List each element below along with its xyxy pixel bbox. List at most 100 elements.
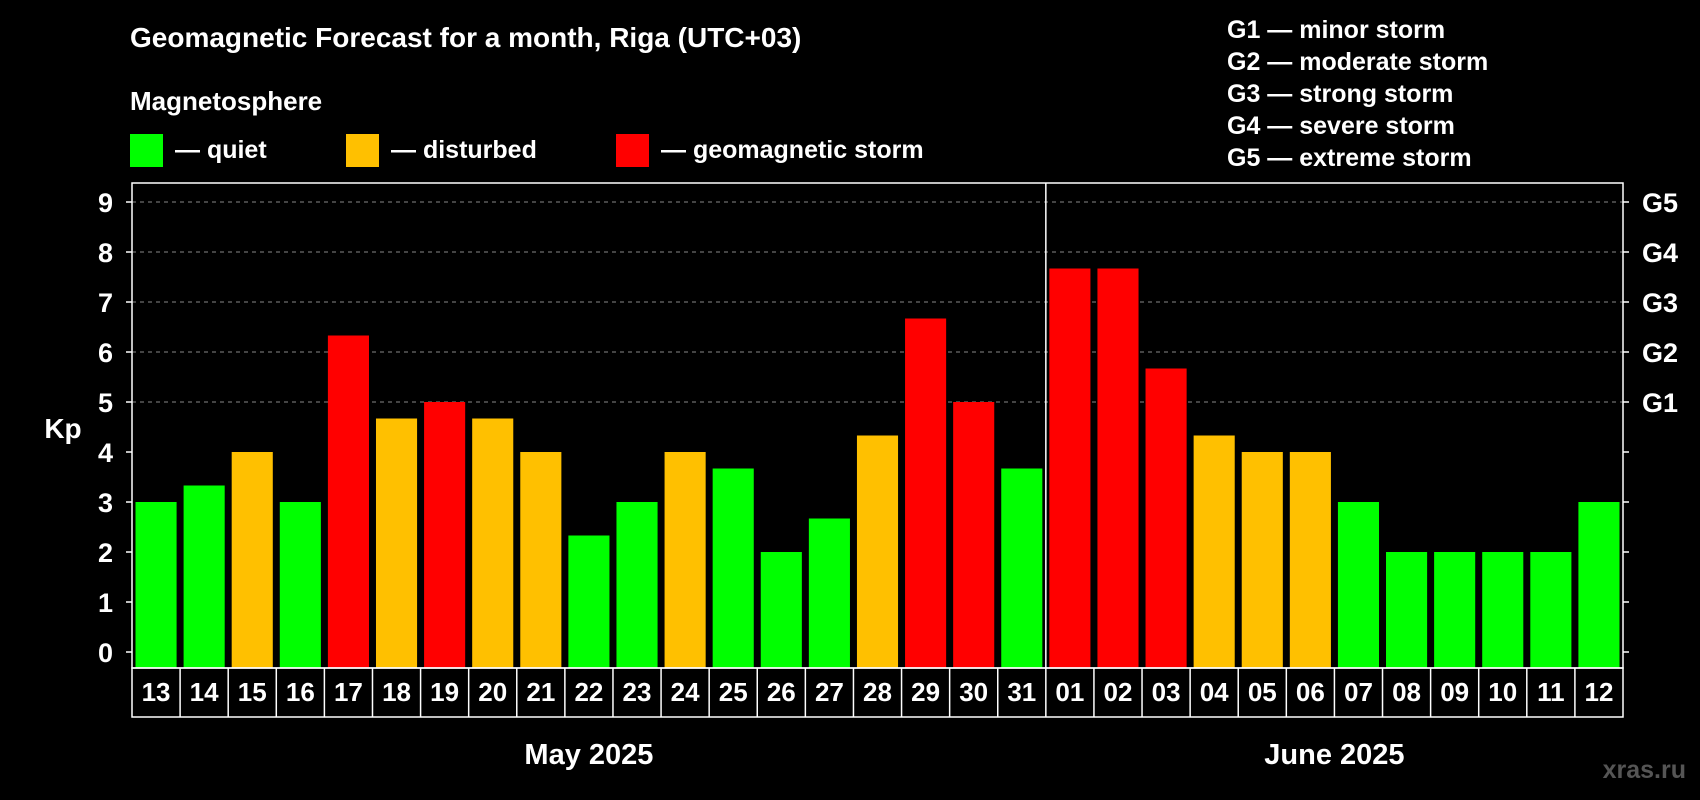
right-axis-label-g2: G2	[1642, 338, 1678, 368]
y-tick-label: 7	[98, 288, 113, 318]
date-label-14: 14	[190, 677, 219, 707]
y-tick-label: 5	[98, 388, 113, 418]
storm-level-g5: G5 — extreme storm	[1227, 144, 1472, 172]
disturbed-swatch	[346, 133, 379, 167]
bar-23	[616, 502, 658, 668]
date-label-28: 28	[863, 677, 892, 707]
bar-25	[712, 468, 754, 668]
bar-31	[1001, 468, 1043, 668]
storm-level-g3: G3 — strong storm	[1227, 80, 1454, 108]
date-label-23: 23	[623, 677, 652, 707]
date-label-07: 07	[1344, 677, 1373, 707]
storm-level-legend: G1 — minor storm G2 — moderate storm G3 …	[1227, 14, 1488, 174]
legend-label-storm: — geomagnetic storm	[661, 135, 924, 164]
date-label-02: 02	[1104, 677, 1133, 707]
month-label: June 2025	[1264, 739, 1404, 771]
magnetosphere-legend-title: Magnetosphere	[130, 86, 323, 116]
bar-17	[327, 335, 369, 668]
bar-19	[424, 402, 466, 668]
date-label-31: 31	[1007, 677, 1036, 707]
date-label-19: 19	[430, 677, 459, 707]
date-label-11: 11	[1537, 677, 1565, 707]
watermark: xras.ru	[1602, 756, 1686, 784]
date-label-18: 18	[382, 677, 411, 707]
date-label-01: 01	[1055, 677, 1084, 707]
bar-05	[1241, 452, 1283, 668]
bar-04	[1193, 435, 1235, 668]
right-axis-label-g3: G3	[1642, 288, 1678, 318]
bar-13	[135, 502, 177, 668]
date-label-30: 30	[959, 677, 988, 707]
storm-level-g2: G2 — moderate storm	[1227, 48, 1489, 76]
y-tick-label: 3	[98, 488, 113, 518]
y-tick-label: 9	[98, 188, 113, 218]
bar-21	[520, 452, 562, 668]
bar-02	[1097, 268, 1139, 668]
date-label-10: 10	[1488, 677, 1517, 707]
y-tick-label: 2	[98, 538, 113, 568]
right-axis-label-g5: G5	[1642, 188, 1678, 218]
bar-20	[472, 418, 514, 668]
legend-item-quiet: — quiet	[130, 133, 267, 167]
y-tick-label: 0	[98, 638, 113, 668]
y-tick-label: 6	[98, 338, 113, 368]
bar-30	[953, 402, 995, 668]
storm-swatch	[616, 133, 649, 167]
date-label-13: 13	[142, 677, 171, 707]
date-label-25: 25	[719, 677, 748, 707]
date-label-15: 15	[238, 677, 267, 707]
date-label-29: 29	[911, 677, 940, 707]
y-axis-label: Kp	[44, 413, 81, 444]
bar-28	[856, 435, 899, 668]
bar-09	[1434, 552, 1476, 668]
bar-26	[760, 552, 802, 668]
bar-14	[183, 485, 225, 668]
date-label-09: 09	[1440, 677, 1469, 707]
date-label-05: 05	[1248, 677, 1277, 707]
legend-label-disturbed: — disturbed	[391, 135, 537, 164]
bar-22	[568, 535, 610, 668]
bar-24	[664, 452, 706, 668]
bar-27	[808, 518, 850, 668]
month-label: May 2025	[524, 739, 653, 771]
bar-06	[1289, 452, 1331, 668]
bar-08	[1386, 552, 1428, 668]
date-label-17: 17	[334, 677, 363, 707]
date-label-27: 27	[815, 677, 844, 707]
y-tick-label: 4	[98, 438, 113, 468]
date-label-22: 22	[574, 677, 603, 707]
quiet-swatch	[130, 133, 163, 167]
date-label-03: 03	[1152, 677, 1181, 707]
bar-18	[375, 418, 418, 668]
date-label-04: 04	[1200, 677, 1229, 707]
date-axis-frame	[131, 667, 1624, 718]
right-axis-label-g1: G1	[1642, 388, 1678, 418]
bar-16	[279, 502, 321, 668]
bar-10	[1482, 552, 1524, 668]
bar-01	[1049, 268, 1091, 668]
bar-07	[1337, 502, 1380, 668]
date-label-06: 06	[1296, 677, 1325, 707]
bar-12	[1578, 502, 1620, 668]
bar-29	[905, 318, 947, 668]
legend-item-storm: — geomagnetic storm	[616, 133, 924, 167]
right-axis-label-g4: G4	[1642, 238, 1678, 268]
bar-03	[1145, 368, 1187, 668]
date-label-24: 24	[671, 677, 700, 707]
bar-11	[1530, 552, 1572, 668]
date-label-16: 16	[286, 677, 315, 707]
storm-level-g4: G4 — severe storm	[1227, 112, 1455, 140]
y-tick-label: 8	[98, 238, 113, 268]
bar-15	[231, 452, 273, 668]
chart-title: Geomagnetic Forecast for a month, Riga (…	[130, 22, 802, 53]
date-label-20: 20	[478, 677, 507, 707]
legend-label-quiet: — quiet	[175, 135, 267, 164]
date-label-21: 21	[526, 677, 555, 707]
date-label-26: 26	[767, 677, 796, 707]
y-tick-label: 1	[98, 588, 113, 618]
date-label-12: 12	[1584, 677, 1613, 707]
date-label-08: 08	[1392, 677, 1421, 707]
legend-item-disturbed: — disturbed	[346, 133, 537, 167]
storm-level-g1: G1 — minor storm	[1227, 16, 1446, 44]
